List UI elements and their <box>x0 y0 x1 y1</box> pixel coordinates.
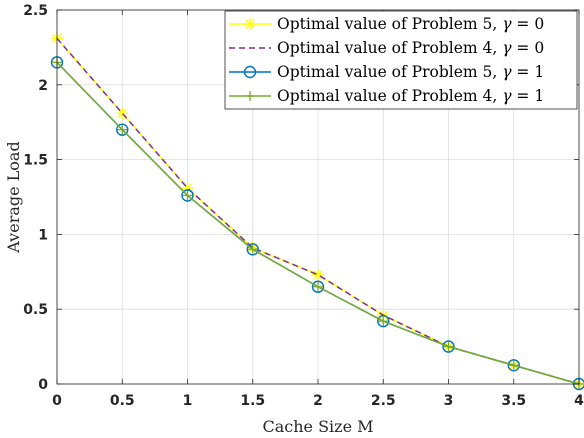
data-point <box>378 316 389 327</box>
data-point <box>116 123 129 136</box>
data-point <box>442 340 455 353</box>
x-tick-label: 0 <box>52 393 62 409</box>
legend-label-value: = 0 <box>512 39 545 57</box>
x-tick-label: 0.5 <box>110 393 135 409</box>
data-point <box>247 244 258 255</box>
x-tick-label: 2.5 <box>371 393 396 409</box>
y-tick-label: 2 <box>38 78 48 94</box>
legend: Optimal value of Problem 5, γ = 0Optimal… <box>224 10 578 110</box>
data-point <box>181 189 194 202</box>
legend-swatch-marker <box>244 18 256 30</box>
legend-swatch-marker <box>245 91 255 101</box>
legend-items: Optimal value of Problem 5, γ = 0Optimal… <box>229 15 544 105</box>
legend-label-gamma: γ <box>502 87 512 105</box>
y-tick-label: 2.5 <box>23 3 48 19</box>
legend-label: Optimal value of Problem 4, γ = 0 <box>277 39 544 57</box>
data-point <box>182 190 193 201</box>
legend-item-2: Optimal value of Problem 4, γ = 0 <box>229 39 544 57</box>
y-tick-label: 1 <box>38 227 48 243</box>
x-tick-label: 1 <box>183 393 193 409</box>
legend-label-text: Optimal value of Problem 4, <box>277 39 502 57</box>
legend-item-1: Optimal value of Problem 5, γ = 0 <box>229 15 544 33</box>
legend-label-text: Optimal value of Problem 5, <box>277 15 502 33</box>
x-tick-label: 4 <box>574 393 584 409</box>
data-point <box>443 341 454 352</box>
legend-label-gamma: γ <box>502 39 512 57</box>
marker-stroke <box>245 19 255 29</box>
x-tick-label: 2 <box>313 393 323 409</box>
marker-stroke <box>117 108 127 118</box>
legend-label-gamma: γ <box>502 15 512 33</box>
x-tick-label: 3.5 <box>501 393 526 409</box>
legend-label-value: = 1 <box>512 63 545 81</box>
data-point <box>313 281 323 292</box>
y-tick-label: 0.5 <box>23 302 48 318</box>
legend-label-text: Optimal value of Problem 4, <box>277 87 502 105</box>
legend-box <box>224 10 578 110</box>
data-point <box>311 280 325 293</box>
data-point <box>507 359 520 372</box>
y-axis-title: Average Load <box>4 141 23 253</box>
data-point <box>312 268 324 281</box>
legend-label: Optimal value of Problem 5, γ = 0 <box>277 15 544 33</box>
legend-label-gamma: γ <box>502 63 512 81</box>
data-point <box>377 314 390 328</box>
tick-labels: 0 0.5 1 1.5 2 2.5 3 3.5 4 0 0.5 1 1.5 2 2.5 <box>23 3 584 409</box>
legend-label-value: = 0 <box>512 15 545 33</box>
y-tick-label: 1.5 <box>23 153 48 169</box>
legend-swatch-marker <box>243 65 257 79</box>
series-4 <box>52 57 584 389</box>
legend-label-text: Optimal value of Problem 5, <box>277 63 502 81</box>
legend-item-4: Optimal value of Problem 4, γ = 1 <box>229 87 544 105</box>
legend-label: Optimal value of Problem 5, γ = 1 <box>277 63 544 81</box>
x-axis-title: Cache Size M <box>262 417 373 436</box>
data-point <box>246 243 259 256</box>
data-point <box>117 124 128 135</box>
series-layer <box>50 32 584 391</box>
data-point <box>508 360 519 371</box>
x-tick-label: 3 <box>444 393 454 409</box>
legend-label: Optimal value of Problem 4, γ = 1 <box>277 87 544 105</box>
marker-stroke <box>313 270 323 280</box>
legend-label-value: = 1 <box>512 87 545 105</box>
y-tick-label: 0 <box>38 377 48 393</box>
x-tick-label: 1.5 <box>240 393 265 409</box>
legend-item-3: Optimal value of Problem 5, γ = 1 <box>229 63 544 81</box>
